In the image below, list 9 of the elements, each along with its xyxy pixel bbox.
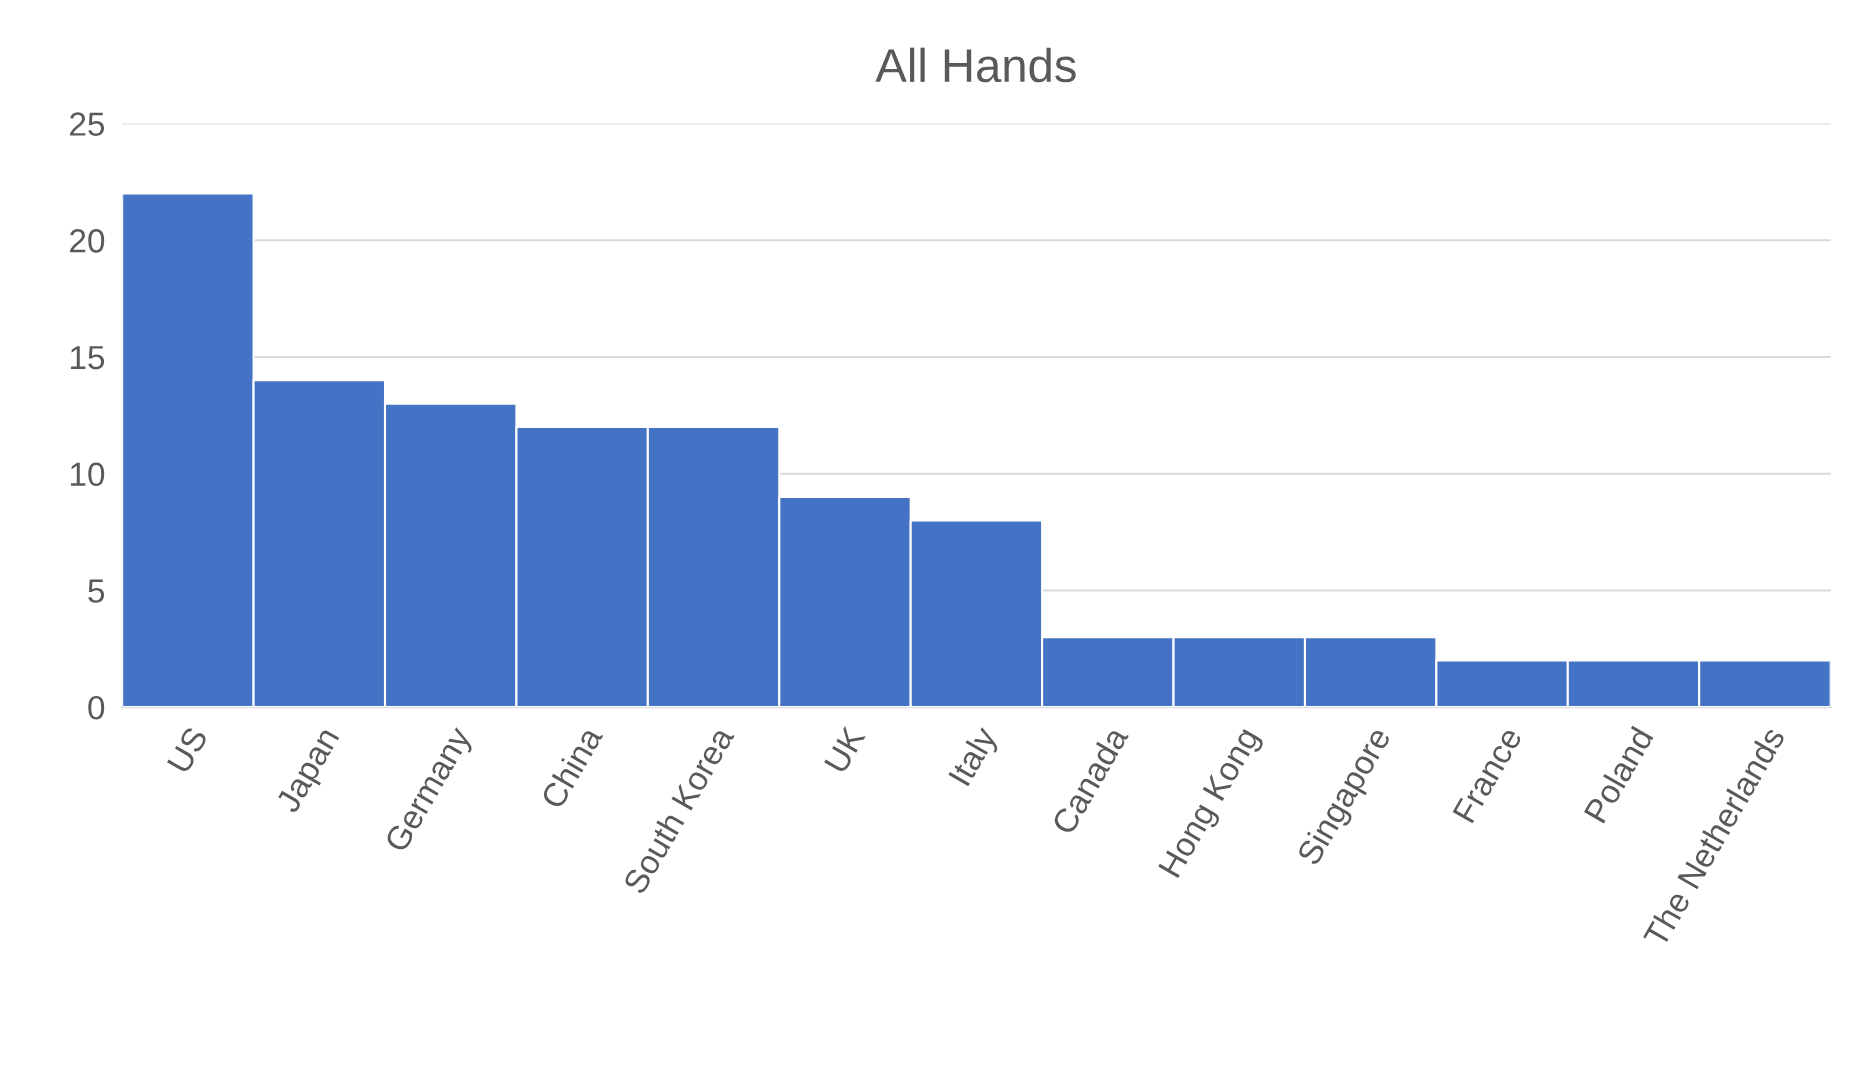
y-tick-label: 15 [70, 346, 105, 370]
chart-title: All Hands [875, 47, 1076, 83]
y-tick-label: 25 [70, 112, 105, 136]
y-tick-label: 20 [70, 229, 105, 253]
y-tick-label: 0 [88, 695, 105, 720]
x-tick-label: UK [824, 724, 866, 774]
y-tick-label: 10 [70, 462, 105, 487]
y-tick-label: 5 [88, 579, 105, 603]
x-tick-label: US [166, 725, 209, 774]
